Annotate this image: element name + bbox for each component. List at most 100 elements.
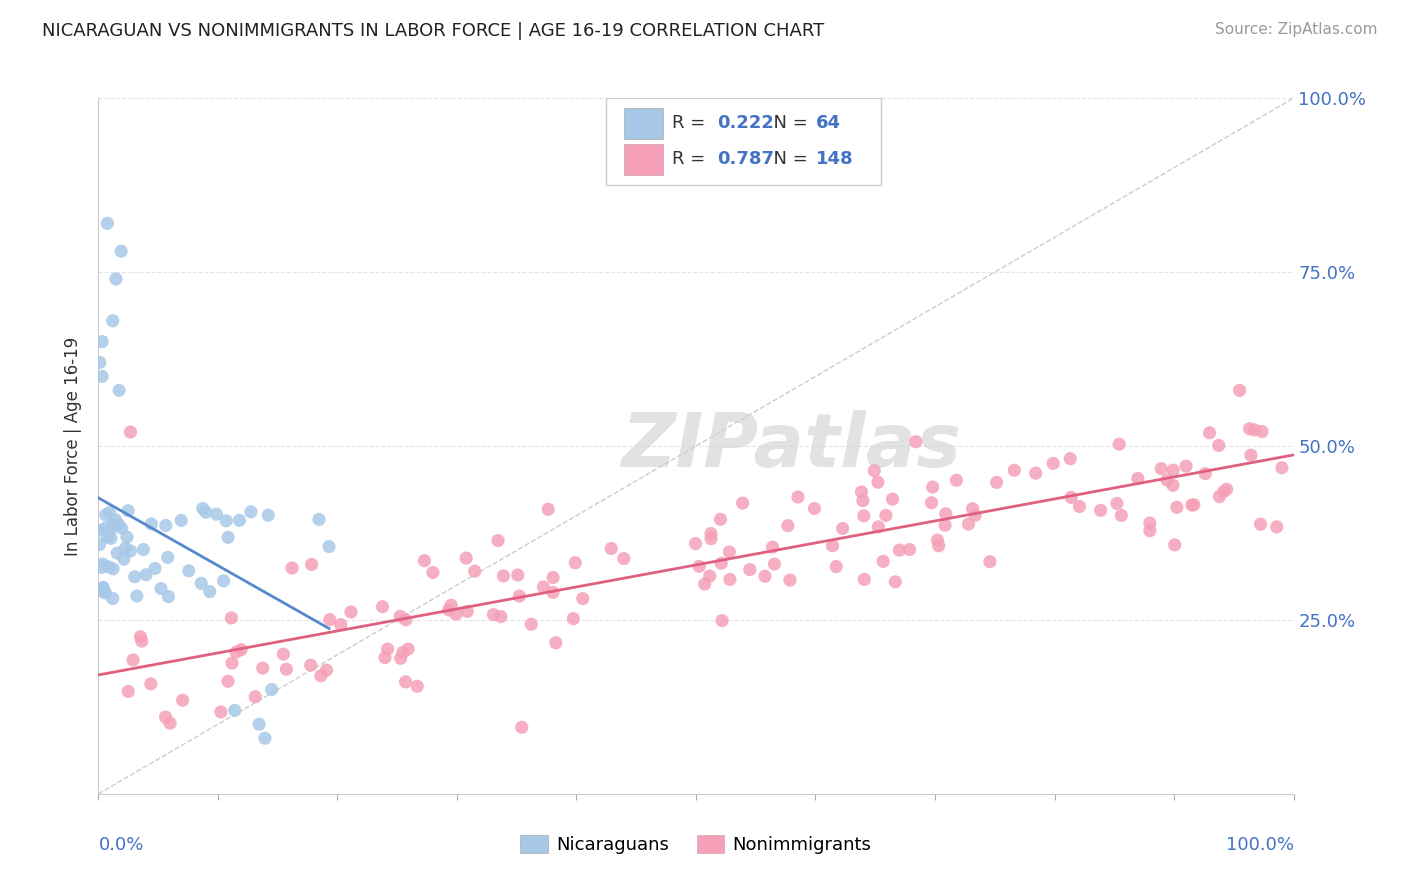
Point: [779, 573, 801, 587]
Text: N =: N =: [762, 150, 813, 169]
Point: [444, 607, 467, 622]
Point: [94, 521, 117, 535]
Point: [252, 661, 274, 675]
Point: [257, 508, 280, 523]
Point: [1126, 471, 1149, 485]
Point: [866, 475, 889, 490]
Point: [1025, 466, 1047, 480]
Point: [221, 611, 243, 625]
Point: [1156, 473, 1178, 487]
Point: [215, 514, 238, 528]
Point: [135, 567, 157, 582]
Point: [1175, 459, 1198, 474]
Point: [506, 568, 529, 582]
Point: [821, 539, 844, 553]
Legend: Nicaraguans, Nonimmigrants: Nicaraguans, Nonimmigrants: [513, 828, 879, 862]
Point: [763, 557, 786, 571]
Point: [125, 589, 148, 603]
Point: [100, 523, 122, 537]
Point: [852, 508, 875, 523]
Point: [155, 518, 177, 533]
Point: [962, 501, 984, 516]
Point: [1069, 500, 1091, 514]
Point: [299, 658, 322, 673]
Point: [437, 603, 460, 617]
Point: [389, 651, 412, 665]
Point: [803, 501, 825, 516]
Point: [212, 574, 235, 588]
Point: [872, 554, 894, 568]
Point: [921, 496, 943, 510]
Point: [100, 532, 122, 546]
Point: [89, 537, 111, 551]
Point: [301, 558, 323, 572]
Text: 64: 64: [815, 114, 841, 132]
Point: [1059, 451, 1081, 466]
Point: [114, 541, 136, 556]
Text: NICARAGUAN VS NONIMMIGRANTS IN LABOR FORCE | AGE 16-19 CORRELATION CHART: NICARAGUAN VS NONIMMIGRANTS IN LABOR FOR…: [42, 22, 824, 40]
Point: [986, 475, 1008, 490]
Point: [260, 682, 283, 697]
Point: [541, 570, 564, 584]
Point: [132, 542, 155, 557]
Point: [456, 605, 478, 619]
Point: [537, 502, 560, 516]
Point: [1163, 538, 1185, 552]
Point: [396, 642, 419, 657]
Text: R =: R =: [672, 150, 711, 169]
Point: [225, 645, 247, 659]
Point: [1166, 500, 1188, 515]
Point: [1042, 456, 1064, 470]
Point: [1139, 524, 1161, 538]
Point: [124, 570, 146, 584]
Point: [1208, 490, 1230, 504]
Point: [205, 507, 228, 521]
Point: [1108, 437, 1130, 451]
Point: [131, 634, 153, 648]
Point: [122, 653, 145, 667]
Point: [1243, 423, 1265, 437]
Point: [389, 609, 412, 624]
Point: [520, 617, 543, 632]
Point: [96, 530, 118, 544]
Point: [190, 576, 212, 591]
Point: [318, 540, 340, 554]
Point: [718, 573, 741, 587]
Point: [394, 674, 416, 689]
Point: [101, 314, 124, 328]
Point: [217, 674, 239, 689]
Point: [731, 496, 754, 510]
Point: [156, 550, 179, 565]
Text: 0.787: 0.787: [717, 150, 775, 169]
Point: [831, 521, 853, 535]
Point: [319, 613, 342, 627]
Point: [904, 434, 927, 449]
Point: [1240, 448, 1263, 462]
Point: [108, 384, 131, 398]
Point: [107, 516, 129, 531]
Point: [177, 564, 200, 578]
Point: [273, 647, 295, 661]
Point: [541, 585, 564, 599]
Point: [253, 731, 276, 746]
Point: [117, 684, 139, 698]
Point: [309, 669, 332, 683]
Point: [1139, 516, 1161, 530]
Text: N =: N =: [762, 114, 813, 132]
Point: [510, 720, 533, 734]
Point: [112, 552, 135, 566]
Point: [710, 557, 733, 571]
Point: [486, 533, 509, 548]
Point: [224, 703, 246, 717]
Point: [1215, 482, 1237, 496]
Point: [231, 642, 253, 657]
Point: [875, 508, 897, 523]
Point: [91, 581, 114, 595]
Point: [91, 369, 114, 384]
Point: [761, 540, 783, 554]
Point: [957, 517, 980, 532]
Point: [544, 636, 567, 650]
Point: [139, 677, 162, 691]
Point: [1251, 425, 1274, 439]
Text: 100.0%: 100.0%: [1226, 836, 1294, 854]
